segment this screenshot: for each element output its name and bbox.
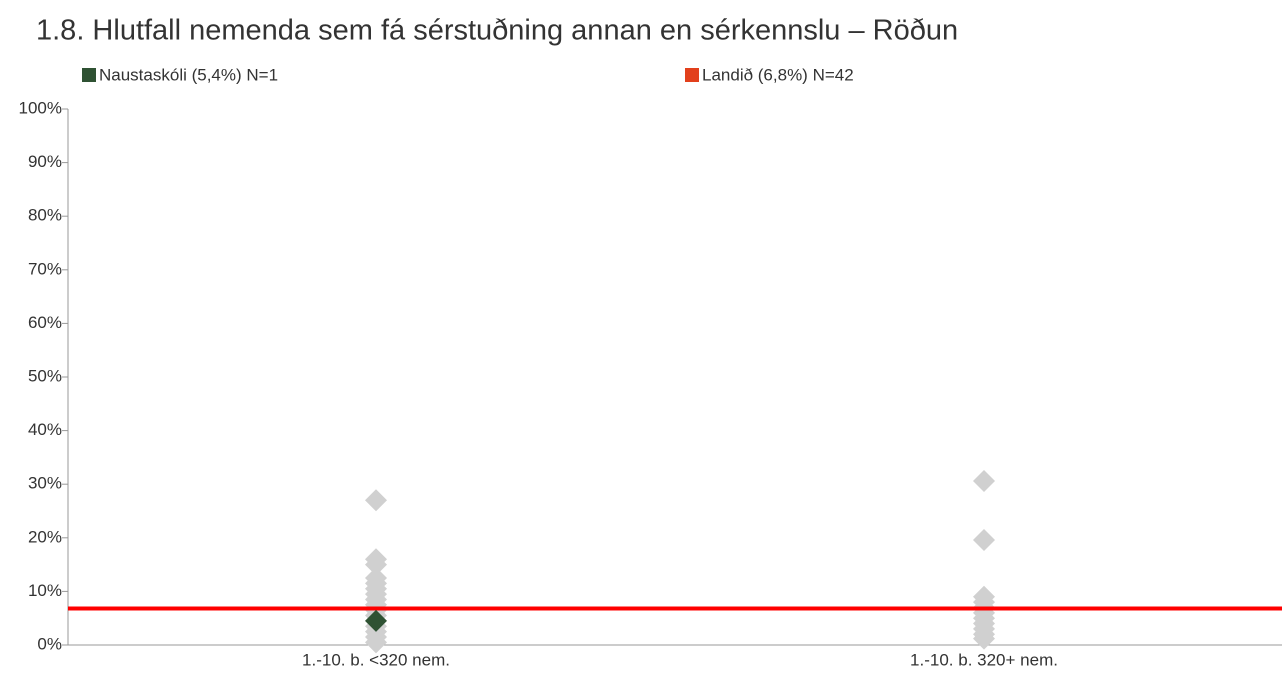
y-tick-label: 50% bbox=[28, 366, 62, 385]
y-tick-label: 40% bbox=[28, 420, 62, 439]
point bbox=[365, 553, 387, 576]
chart-title: 1.8. Hlutfall nemenda sem fá sérstuðning… bbox=[36, 15, 958, 47]
legend-swatch bbox=[685, 68, 699, 82]
y-tick-label: 60% bbox=[28, 313, 62, 332]
y-tick-label: 80% bbox=[28, 206, 62, 225]
point bbox=[365, 631, 387, 654]
y-tick-label: 30% bbox=[28, 474, 62, 493]
y-tick-label: 20% bbox=[28, 527, 62, 546]
legend-label: Landið (6,8%) N=42 bbox=[702, 65, 854, 84]
highlight-point bbox=[365, 609, 387, 632]
x-tick-label: 1.-10. b. 320+ nem. bbox=[910, 650, 1058, 669]
y-tick-label: 70% bbox=[28, 259, 62, 278]
y-tick-label: 0% bbox=[37, 634, 62, 653]
point bbox=[365, 489, 387, 512]
y-tick-label: 10% bbox=[28, 581, 62, 600]
y-tick-label: 90% bbox=[28, 152, 62, 171]
point bbox=[973, 469, 995, 492]
point bbox=[973, 528, 995, 551]
x-tick-label: 1.-10. b. <320 nem. bbox=[302, 650, 450, 669]
point bbox=[973, 627, 995, 650]
legend-swatch bbox=[82, 68, 96, 82]
legend-label: Naustaskóli (5,4%) N=1 bbox=[99, 65, 278, 84]
y-tick-label: 100% bbox=[19, 98, 62, 117]
